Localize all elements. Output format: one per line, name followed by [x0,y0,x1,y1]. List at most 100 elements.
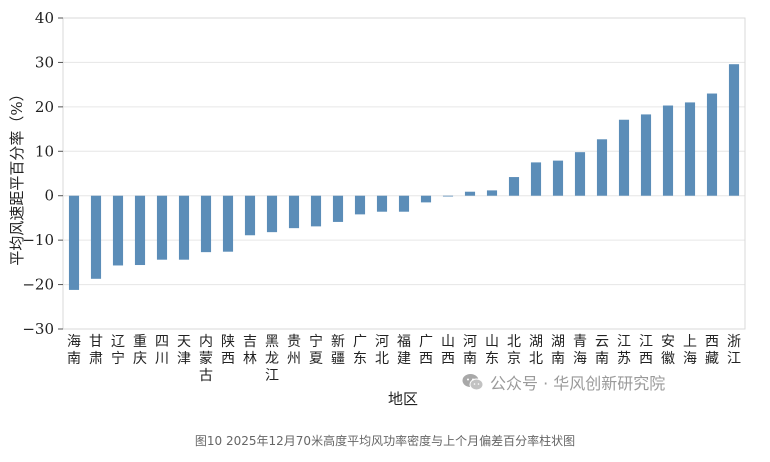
bar [442,195,454,197]
x-category-label: 福 [397,334,411,350]
x-category-label: 苏 [617,351,631,367]
x-category-label: 上 [683,334,697,350]
x-axis-title: 地区 [388,390,418,408]
y-tick-label: 30 [35,53,54,71]
x-category-label: 林 [243,351,257,367]
x-category-label: 龙 [265,351,279,367]
x-category-label: 州 [287,351,301,367]
x-category-label: 青 [573,334,587,350]
y-tick-label: 0 [44,187,54,205]
bar [376,195,388,212]
bar [310,195,322,227]
x-category-label: 北 [507,334,521,350]
y-tick-label: −10 [22,231,54,249]
x-category-label: 庆 [133,351,147,367]
x-category-label: 安 [661,334,675,350]
x-category-label: 西 [705,334,719,350]
x-category-label: 西 [639,351,653,367]
x-category-label: 山 [441,334,455,350]
x-category-label: 辽 [111,334,125,350]
x-category-label: 河 [463,334,477,350]
x-axis-category-labels: 海南甘肃辽宁重庆四川天津内蒙古陕西吉林黑龙江贵州宁夏新疆广东河北福建广西山西河南… [67,333,741,384]
x-category-label: 湖 [529,334,543,350]
x-category-label: 北 [529,351,543,367]
bar [134,195,146,266]
x-category-label: 湖 [551,334,565,350]
bar [486,190,498,196]
y-axis-title: 平均风速距平百分率（%） [8,86,26,265]
y-tick-label: −20 [22,276,54,294]
bar [156,195,168,260]
x-category-label: 吉 [243,334,257,350]
bar [728,64,740,196]
bar [552,160,564,196]
x-category-label: 藏 [705,351,719,367]
x-category-label: 西 [419,351,433,367]
x-category-label: 建 [397,351,411,367]
bar [178,195,190,260]
y-tick-label: 40 [35,9,54,27]
x-category-label: 肃 [89,351,103,367]
bar [200,195,212,253]
bar [640,114,652,196]
x-category-label: 江 [639,334,653,350]
bar [288,195,300,229]
bar [68,195,80,290]
bars [68,64,740,290]
bar [354,195,366,215]
bar [706,93,718,196]
x-category-label: 疆 [331,351,345,367]
bar [530,162,542,196]
bar [574,152,586,196]
bar [244,195,256,236]
x-category-label: 天 [177,334,191,350]
bar [464,191,476,196]
x-category-label: 东 [485,351,499,367]
x-category-label: 海 [67,334,81,350]
x-category-label: 京 [507,351,521,367]
x-category-label: 西 [441,351,455,367]
x-category-label: 山 [485,334,499,350]
x-category-label: 津 [177,351,191,367]
bar [332,195,344,222]
x-category-label: 古 [199,368,213,384]
x-category-label: 广 [353,334,367,350]
x-category-label: 江 [265,368,279,384]
bar [596,139,608,196]
plot-frame [62,17,746,330]
x-category-label: 蒙 [199,351,213,367]
x-category-label: 南 [67,351,81,367]
x-category-label: 河 [375,334,389,350]
y-tick-label: 20 [35,98,54,116]
x-category-label: 宁 [111,350,125,367]
bar [684,102,696,196]
bar [508,177,520,196]
y-tick-label: −30 [22,320,54,338]
bar [222,195,234,252]
bar [112,195,124,266]
y-axis-ticks: −30 −20 −10 0 10 20 30 40 [22,9,63,338]
x-category-label: 陕 [221,334,235,350]
x-category-label: 南 [463,351,477,367]
x-category-label: 江 [617,334,631,350]
grid-lines [63,17,745,330]
x-category-label: 四 [155,334,169,350]
bar [662,105,674,196]
x-category-label: 夏 [309,351,323,367]
x-category-label: 黑 [265,334,279,350]
x-category-label: 江 [727,351,741,367]
x-category-label: 云 [595,334,609,350]
x-category-label: 南 [551,351,565,367]
x-category-label: 川 [155,351,169,367]
bar [618,119,630,196]
x-category-label: 宁 [309,333,323,350]
figure-caption: 图10 2025年12月70米高度平均风功率密度与上个月偏差百分率柱状图 [194,434,576,448]
x-category-label: 北 [375,351,389,367]
x-category-label: 贵 [287,334,301,350]
x-category-label: 重 [133,334,147,350]
bar [398,195,410,212]
wechat-icon [462,374,484,391]
x-category-label: 浙 [727,334,741,350]
x-category-label: 内 [199,334,213,350]
